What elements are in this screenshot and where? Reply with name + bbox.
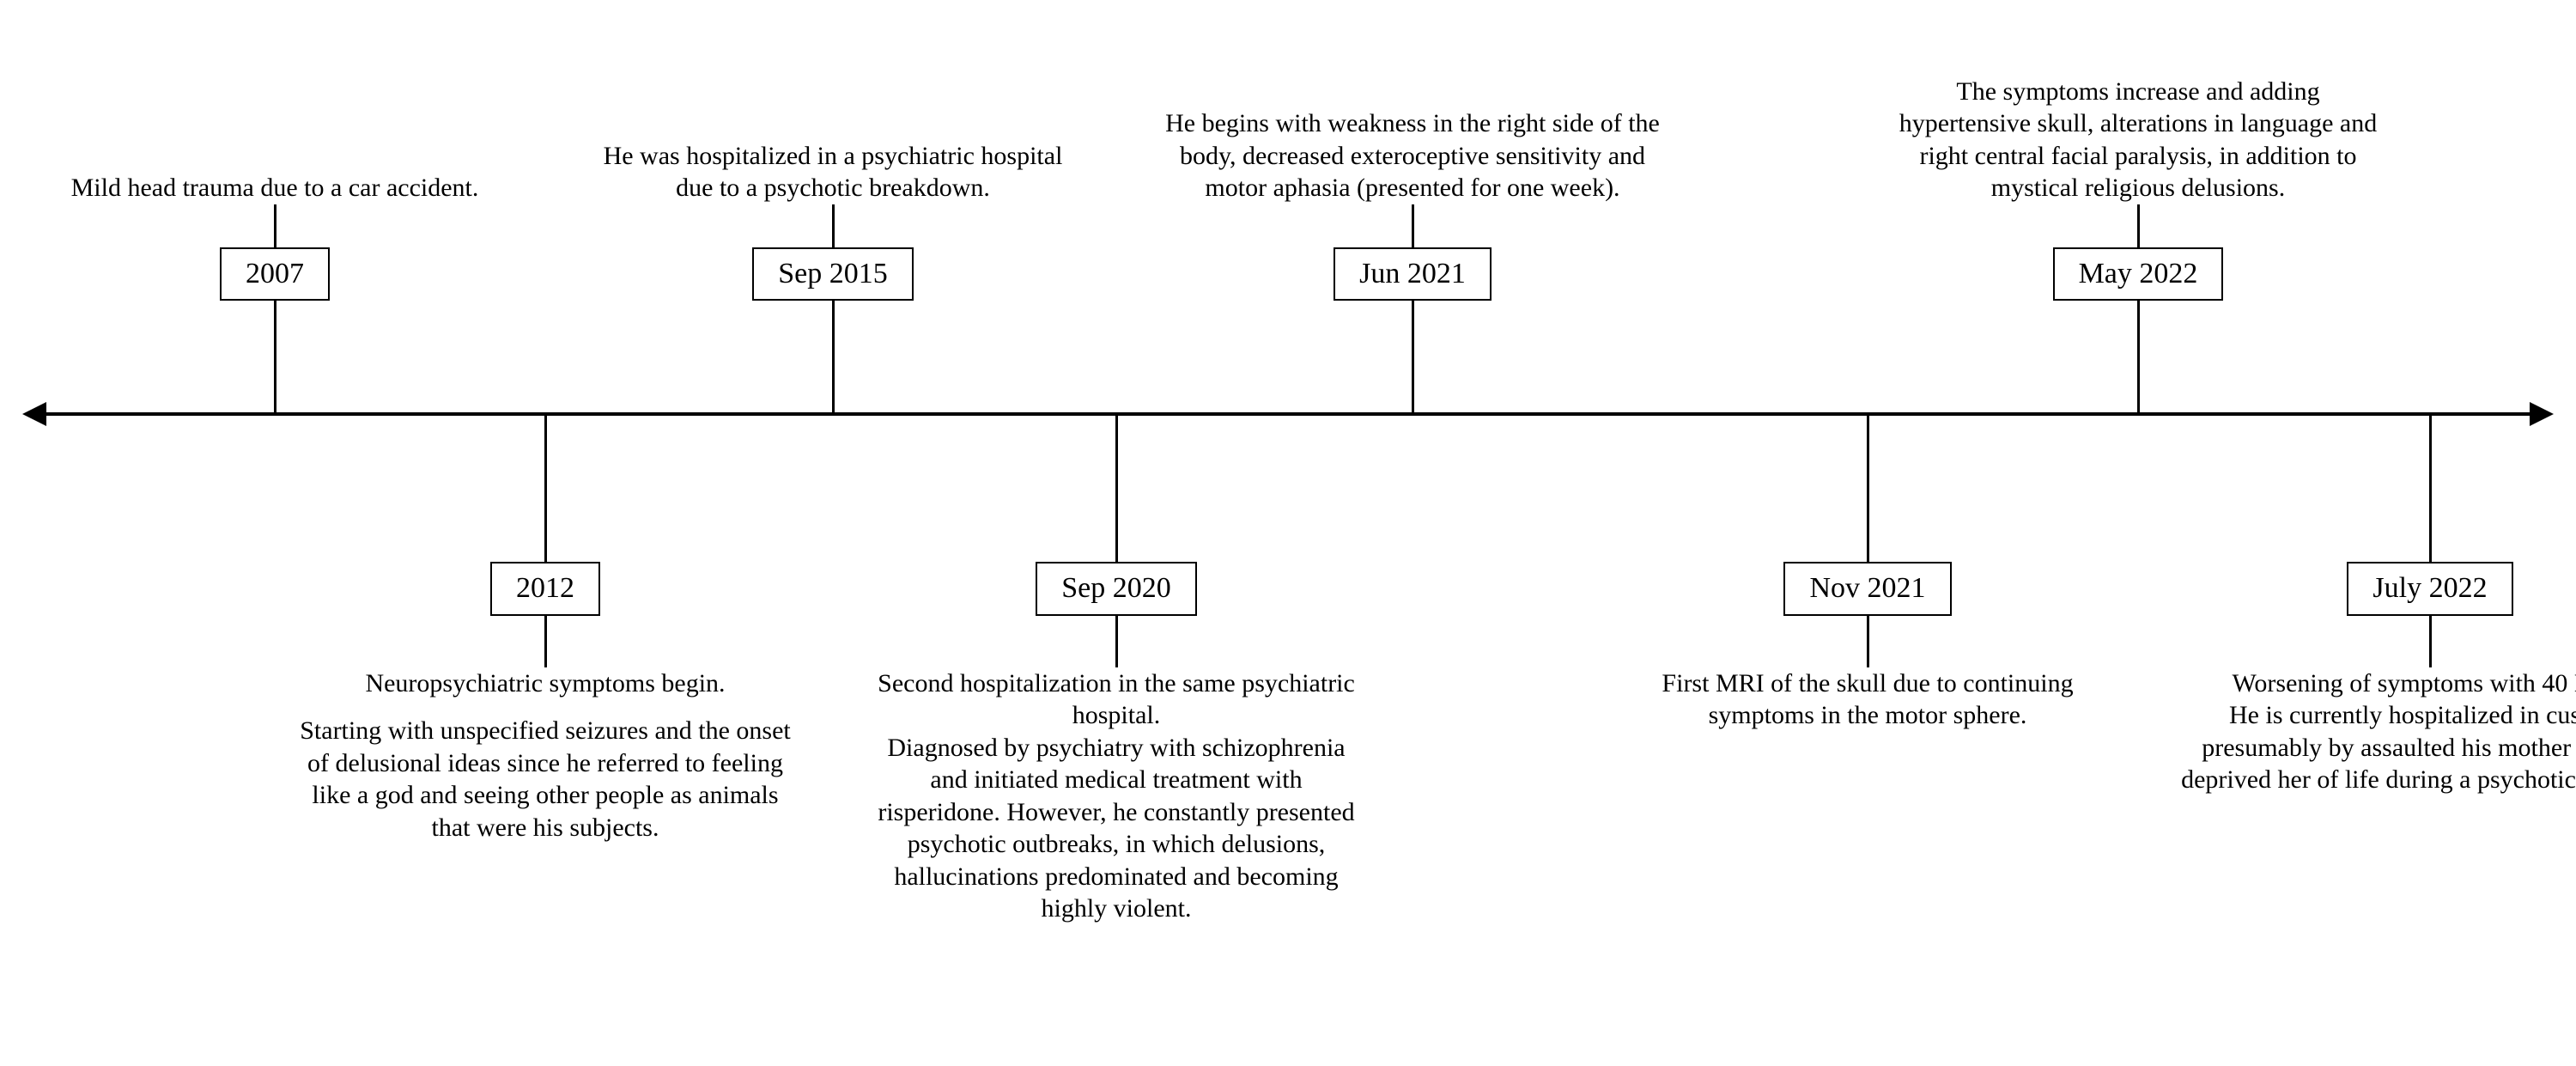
connector [1867,416,1869,562]
event-desc-paragraph: Second hospitalization in the same psych… [867,667,1365,925]
timeline-event: The symptoms increase and adding hyperte… [1880,76,2396,413]
event-description: The symptoms increase and adding hyperte… [1880,76,2396,204]
connector [2137,301,2140,412]
date-box: 2012 [490,562,600,616]
connector [2429,416,2432,562]
date-box: Sep 2020 [1036,562,1197,616]
date-box: Sep 2015 [752,247,914,302]
event-description: Neuropsychiatric symptoms begin. Starting… [288,667,803,844]
date-box: May 2022 [2053,247,2224,302]
connector [1412,301,1414,412]
connector [274,301,276,412]
timeline-event: Mild head trauma due to a car accident. 2… [17,172,532,412]
event-desc-paragraph: Worsening of symptoms with 40 KPS. He is… [2181,667,2576,796]
connector [2137,204,2140,247]
event-description: He was hospitalized in a psychiatric hos… [575,140,1091,204]
event-desc-paragraph: The symptoms increase and adding hyperte… [1889,76,2387,204]
event-description: Worsening of symptoms with 40 KPS. He is… [2172,667,2576,796]
event-desc-paragraph: Neuropsychiatric symptoms begin. [296,667,794,700]
timeline-event: Sep 2020 Second hospitalization in the sa… [859,416,1374,925]
event-description: Second hospitalization in the same psych… [859,667,1374,925]
timeline-event: Nov 2021 First MRI of the skull due to co… [1610,416,2125,732]
timeline-event: He begins with weakness in the right sid… [1155,107,1670,412]
timeline-event: July 2022 Worsening of symptoms with 40 K… [2172,416,2576,796]
event-desc-paragraph: Starting with unspecified seizures and t… [296,715,794,844]
event-desc-paragraph: Mild head trauma due to a car accident. [26,172,524,204]
connector [1115,616,1118,667]
event-description: First MRI of the skull due to continuing… [1610,667,2125,732]
date-box: July 2022 [2347,562,2512,616]
connector [544,616,547,667]
date-box: 2007 [220,247,330,302]
event-desc-paragraph: He begins with weakness in the right sid… [1163,107,1662,204]
date-box: Nov 2021 [1783,562,1951,616]
connector [2429,616,2432,667]
connector [1867,616,1869,667]
event-description: He begins with weakness in the right sid… [1155,107,1670,204]
connector [1115,416,1118,562]
connector [832,301,835,412]
date-box: Jun 2021 [1334,247,1492,302]
connector [544,416,547,562]
event-description: Mild head trauma due to a car accident. [17,172,532,204]
connector [1412,204,1414,247]
event-desc-paragraph: First MRI of the skull due to continuing… [1619,667,2117,732]
connector [274,204,276,247]
event-desc-paragraph: He was hospitalized in a psychiatric hos… [584,140,1082,204]
timeline-event: 2012 Neuropsychiatric symptoms begin. Star… [288,416,803,844]
connector [832,204,835,247]
timeline-event: He was hospitalized in a psychiatric hos… [575,140,1091,413]
